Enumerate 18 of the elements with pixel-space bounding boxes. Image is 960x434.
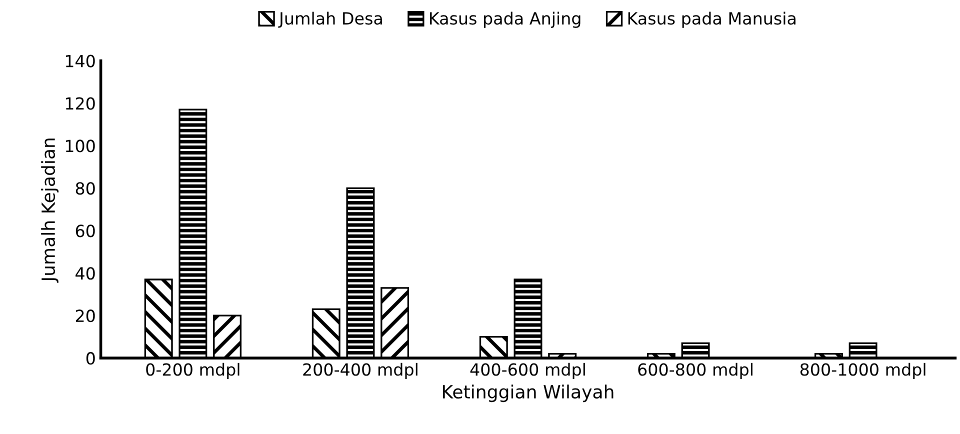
y-tick-label: 100 [66,140,95,152]
x-tick-label: 200-400 mdpl [303,362,418,380]
y-tick-label: 0 [86,352,95,365]
x-tick-label: 400-600 mdpl [470,362,585,380]
legend-label: Kasus pada Anjing [430,12,580,28]
y-tick-label: 20 [76,310,95,322]
legend-label: Kasus pada Manusia [628,12,796,28]
y-tick-label: 80 [76,182,95,195]
y-tick-label: 60 [76,224,95,238]
y-tick-label: 140 [66,54,95,68]
x-tick-label: 600-800 mdpl [638,362,752,380]
y-tick-label: 40 [76,267,95,280]
x-tick-label: 800-1000 mdpl [800,362,926,380]
x-axis-title: Ketinggian Wilayah [443,384,614,402]
x-tick-label: 0-200 mdpl [146,362,240,380]
legend-label: Jumlah Desa [278,12,382,28]
y-axis-title: Jumalh Kejadian [41,138,59,283]
y-tick-label: 120 [66,97,95,110]
